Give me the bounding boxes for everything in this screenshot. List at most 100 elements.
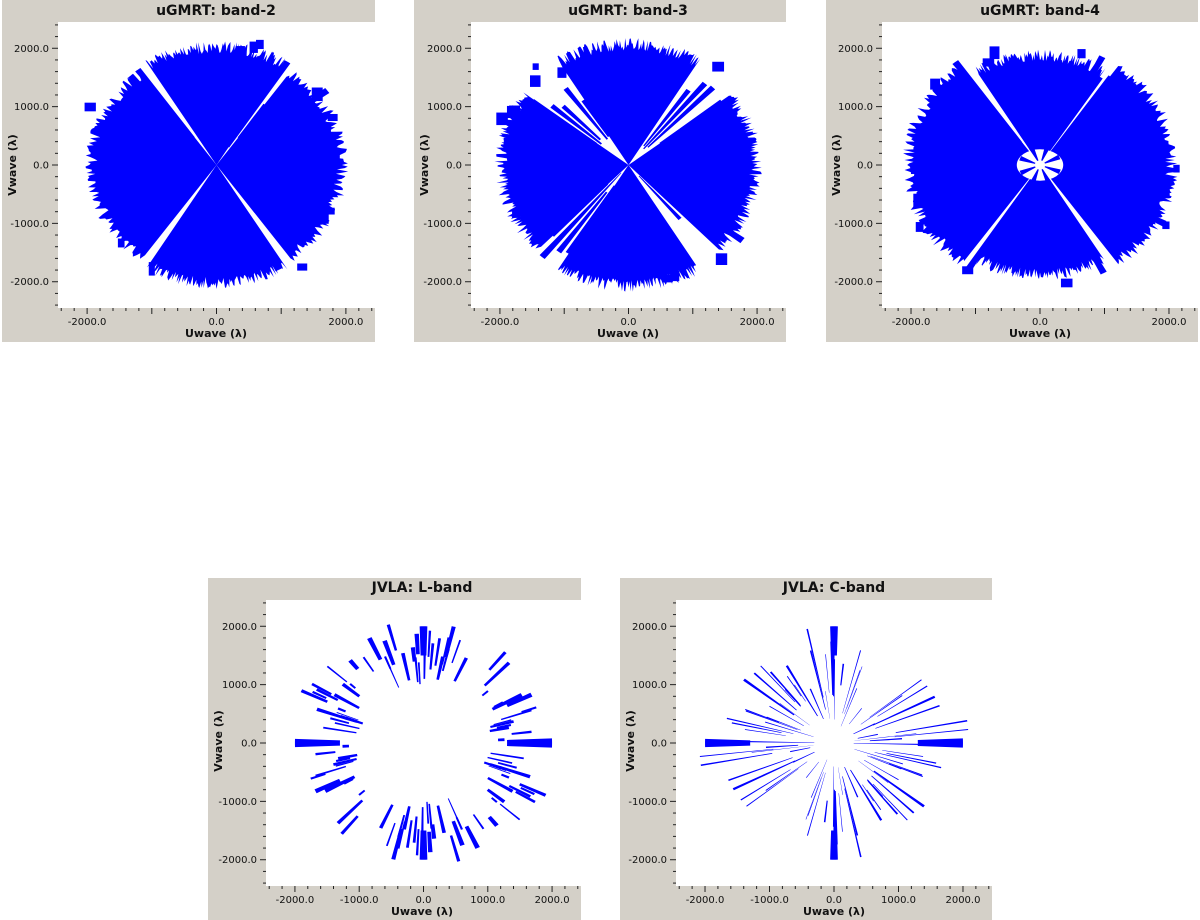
- x-tick-label: 0.0: [416, 895, 432, 906]
- x-tick-label: -2000.0: [686, 895, 725, 906]
- x-tick-label: 2000.0: [740, 317, 775, 328]
- uv-patch: [913, 193, 920, 208]
- uv-patch: [84, 102, 96, 112]
- x-tick-label: -2000.0: [68, 317, 107, 328]
- uv-track: [779, 703, 810, 726]
- uv-track: [1041, 168, 1052, 184]
- uv-track: [1048, 107, 1156, 162]
- uv-track: [362, 656, 375, 672]
- uv-track: [386, 624, 398, 651]
- uv-track: [867, 755, 902, 770]
- x-tick-label: 2000.0: [328, 317, 363, 328]
- uv-track: [873, 770, 925, 808]
- uv-track: [854, 733, 917, 741]
- uv-track: [823, 800, 828, 823]
- uv-track: [367, 637, 383, 661]
- uv-track: [786, 676, 802, 697]
- y-tick-label: 0.0: [651, 739, 667, 750]
- uv-track: [834, 659, 836, 720]
- uv-track: [500, 709, 532, 721]
- uv-track: [170, 90, 203, 142]
- uv-track: [806, 628, 824, 698]
- uv-track: [487, 815, 499, 827]
- uv-track: [488, 765, 511, 775]
- uv-track: [499, 766, 531, 779]
- chart-title: JVLA: C-band: [782, 580, 885, 596]
- uv-track: [177, 185, 206, 230]
- uv-track: [334, 722, 360, 730]
- uv-track: [825, 691, 830, 719]
- uv-patch: [159, 63, 166, 74]
- uv-track: [840, 688, 858, 727]
- uv-track: [744, 729, 786, 736]
- uv-track: [455, 816, 464, 830]
- uv-patch: [910, 165, 923, 175]
- uv-track: [519, 783, 547, 797]
- uv-track: [349, 683, 357, 689]
- axes: -2000.0 -1000.0 0.0 1000.0 2000.0 2000.0 1000.…: [218, 602, 579, 906]
- x-tick-label: -1000.0: [750, 895, 789, 906]
- uv-track: [830, 626, 838, 656]
- uv-track: [491, 693, 523, 711]
- uv-track: [806, 772, 826, 836]
- uv-track: [333, 693, 360, 710]
- uv-track: [838, 767, 843, 795]
- uv-track: [135, 67, 195, 139]
- uv-patch: [532, 63, 539, 70]
- uv-track: [809, 650, 826, 710]
- uv-track: [496, 723, 512, 729]
- uv-track: [875, 704, 940, 729]
- uv-track: [344, 716, 358, 723]
- uv-track: [300, 689, 328, 703]
- uv-track: [427, 831, 433, 853]
- y-axis-label: Vwave (λ): [212, 710, 225, 772]
- uv-track: [401, 652, 411, 681]
- uv-track: [382, 640, 396, 666]
- x-axis-label: Uwave (λ): [803, 905, 865, 918]
- y-tick-label: -2000.0: [628, 855, 667, 866]
- uv-track: [315, 751, 336, 756]
- y-axis-label: Vwave (λ): [830, 134, 843, 196]
- uv-track: [550, 104, 602, 145]
- uv-track: [324, 775, 356, 793]
- uv-track: [1058, 72, 1128, 146]
- y-tick-label: 2000.0: [632, 622, 667, 633]
- uv-track: [487, 756, 513, 764]
- uv-track: [508, 785, 532, 798]
- x-tick-label: -1000.0: [340, 895, 379, 906]
- uv-track: [581, 99, 610, 138]
- uv-patch: [1077, 49, 1086, 59]
- uv-track: [490, 797, 498, 803]
- uv-lobe: [974, 165, 1104, 280]
- y-axis-label: Vwave (λ): [6, 134, 19, 196]
- uv-track: [449, 835, 461, 862]
- uv-track: [337, 753, 358, 760]
- uv-track: [348, 659, 360, 671]
- y-tick-label: -2000.0: [10, 277, 49, 288]
- uv-patch: [715, 253, 728, 266]
- uv-track: [423, 651, 426, 679]
- uv-track: [794, 684, 806, 702]
- y-tick-label: 1000.0: [222, 680, 257, 691]
- uv-track: [699, 748, 774, 758]
- uv-lobe: [216, 72, 349, 261]
- uv-track: [414, 633, 420, 655]
- uv-track: [415, 829, 420, 856]
- x-tick-label: 0.0: [1032, 317, 1048, 328]
- uv-track: [315, 688, 339, 701]
- uv-track: [412, 816, 418, 843]
- uv-track: [335, 760, 354, 767]
- uv-track: [1046, 168, 1167, 227]
- uv-track: [744, 709, 780, 723]
- uv-track: [405, 820, 413, 848]
- uv-patch: [311, 87, 323, 102]
- uv-track: [487, 776, 514, 793]
- chart-title: uGMRT: band-3: [568, 3, 688, 19]
- uv-track: [1061, 187, 1112, 239]
- uv-track: [1054, 55, 1106, 140]
- uv-patch: [712, 61, 725, 72]
- x-tick-label: 1000.0: [881, 895, 916, 906]
- y-tick-label: -2000.0: [218, 855, 257, 866]
- uv-track: [860, 695, 903, 725]
- uv-track: [472, 814, 485, 830]
